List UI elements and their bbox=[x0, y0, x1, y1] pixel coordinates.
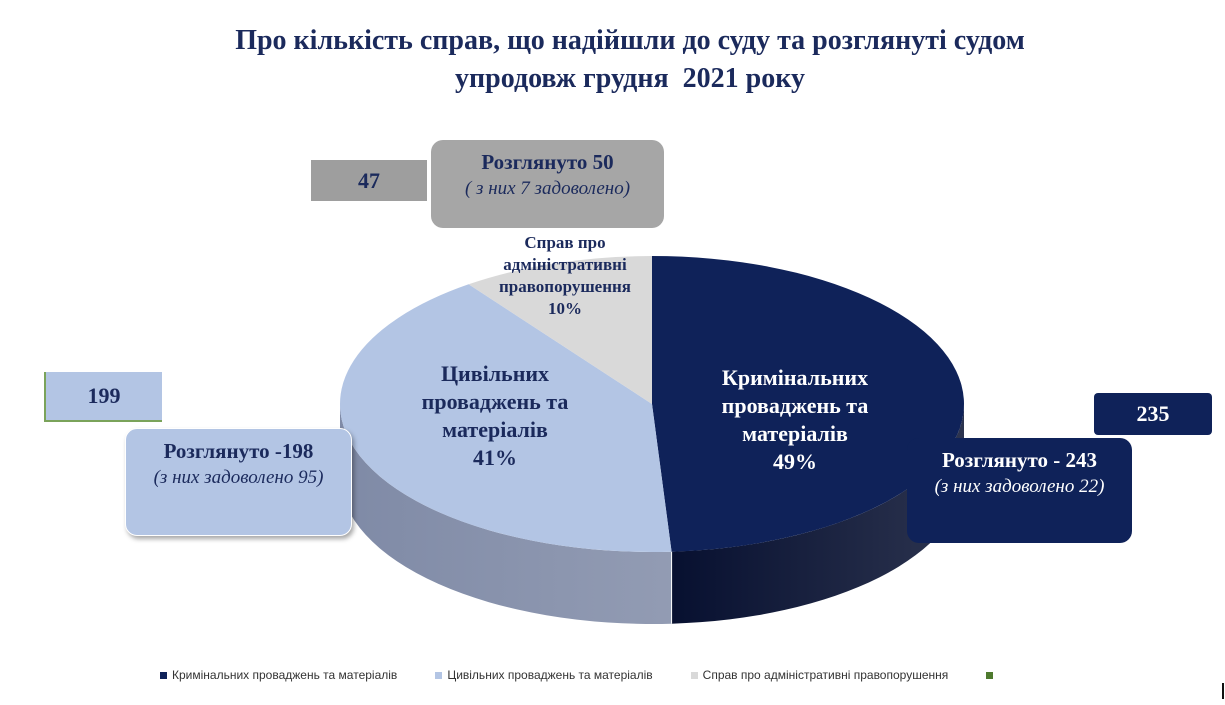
slice-label-civil: Цивільних проваджень та матеріалів 41% bbox=[395, 360, 595, 472]
slice-label-civil-name: Цивільних проваджень та матеріалів bbox=[421, 361, 569, 442]
slice-label-criminal-percent: 49% bbox=[773, 449, 817, 474]
slice-label-admin: Справ про адміністративні правопорушення… bbox=[470, 232, 660, 320]
received-count-admin: 47 bbox=[311, 160, 427, 201]
corner-mark bbox=[1222, 683, 1224, 699]
legend-item-extra bbox=[986, 671, 998, 679]
reviewed-civil-text: Розглянуто -198 bbox=[163, 439, 314, 463]
reviewed-admin-satisfied: ( з них 7 задоволено) bbox=[464, 178, 631, 199]
legend-swatch-civil bbox=[435, 671, 443, 679]
legend-swatch-criminal bbox=[160, 671, 167, 679]
legend-item-admin: Справ про адміністративні правопорушення bbox=[690, 668, 949, 682]
reviewed-box-civil: Розглянуто -198 (з них задоволено 95) bbox=[125, 428, 352, 536]
chart-legend: Кримінальних проваджень та матеріалів Ци… bbox=[160, 668, 1036, 682]
pie-side-criminal bbox=[671, 404, 964, 624]
reviewed-box-admin: Розглянуто 50 ( з них 7 задоволено) bbox=[431, 140, 664, 228]
reviewed-criminal-satisfied: (з них задоволено 22) bbox=[934, 476, 1105, 497]
legend-label-admin: Справ про адміністративні правопорушення bbox=[702, 668, 949, 682]
reviewed-criminal-text: Розглянуто - 243 bbox=[942, 448, 1097, 472]
legend-item-criminal: Кримінальних проваджень та матеріалів bbox=[160, 668, 397, 682]
slice-label-criminal-name: Кримінальних проваджень та матеріалів bbox=[721, 365, 869, 446]
legend-label-criminal: Кримінальних проваджень та матеріалів bbox=[172, 668, 398, 682]
reviewed-civil-satisfied: (з них задоволено 95) bbox=[153, 467, 324, 488]
legend-swatch-extra bbox=[986, 671, 994, 679]
legend-swatch-admin bbox=[690, 671, 698, 679]
reviewed-admin-text: Розглянуто 50 bbox=[481, 150, 614, 174]
pie-side-civil bbox=[340, 404, 672, 624]
chart-title-line-1: Про кількість справ, що надійшли до суду… bbox=[235, 25, 1025, 56]
received-count-criminal: 235 bbox=[1094, 393, 1212, 435]
slice-label-criminal: Кримінальних проваджень та матеріалів 49… bbox=[700, 364, 890, 476]
received-count-civil: 199 bbox=[44, 372, 162, 422]
chart-title: Про кількість справ, що надійшли до суду… bbox=[130, 22, 1130, 98]
legend-label-civil: Цивільних проваджень та матеріалів bbox=[447, 668, 653, 682]
legend-item-civil: Цивільних проваджень та матеріалів bbox=[435, 668, 653, 682]
pie-slice-civil bbox=[340, 284, 672, 552]
chart-title-line-2: упродовж грудня 2021 року bbox=[455, 63, 805, 94]
pie-slice-criminal bbox=[652, 256, 964, 552]
slice-label-admin-name: Справ про адміністративні правопорушення bbox=[498, 233, 632, 296]
reviewed-box-criminal: Розглянуто - 243 (з них задоволено 22) bbox=[907, 438, 1132, 543]
slice-label-admin-percent: 10% bbox=[548, 299, 582, 318]
slice-label-civil-percent: 41% bbox=[473, 445, 517, 470]
pie-slice-admin bbox=[468, 256, 652, 404]
